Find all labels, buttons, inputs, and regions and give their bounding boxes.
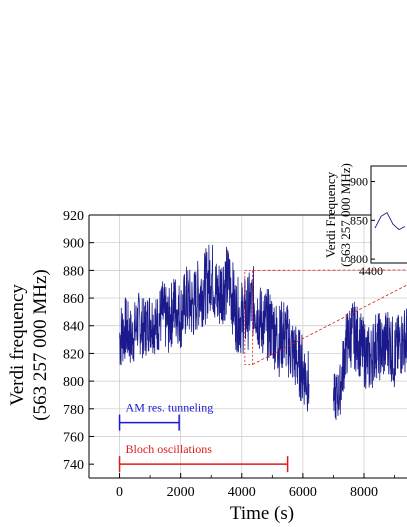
inset-data-layer bbox=[374, 211, 406, 231]
x-tick-label: 6000 bbox=[289, 485, 317, 500]
inset-y-tick-label: 900 bbox=[350, 175, 368, 189]
x-axis-label: Time (s) bbox=[230, 503, 294, 524]
x-tick-label: 8000 bbox=[350, 485, 378, 500]
y-tick-label: 780 bbox=[63, 403, 84, 418]
y-axis-label-unit: (563 257 000 MHz) bbox=[30, 269, 51, 420]
inset-y-tick-label: 800 bbox=[350, 252, 368, 266]
x-tick-label: 4000 bbox=[228, 485, 256, 500]
zoom-connector-lines bbox=[252, 269, 407, 365]
data-series-line bbox=[119, 244, 310, 412]
inset-chart: 800 850 900 4400 Verdi Frequency (563 257 … bbox=[323, 163, 407, 278]
y-tick-label: 820 bbox=[63, 347, 84, 362]
annotations: AM res. tunneling Bloch oscillations bbox=[118, 401, 289, 473]
y-tick-label: 760 bbox=[63, 430, 84, 445]
y-tick-label: 900 bbox=[63, 237, 84, 252]
y-tick-label: 920 bbox=[63, 209, 84, 224]
annotation-label: Bloch oscillations bbox=[126, 442, 213, 456]
x-tick-label: 0 bbox=[116, 485, 123, 500]
inset-y-axis-label: Verdi Frequency bbox=[323, 171, 338, 258]
annotation-label: AM res. tunneling bbox=[126, 401, 214, 415]
main-data-layer bbox=[119, 244, 407, 421]
inset-y-ticks: 800 850 900 bbox=[350, 175, 375, 266]
y-axis-label: Verdi frequency bbox=[7, 284, 28, 406]
x-tick-label: 2000 bbox=[167, 485, 195, 500]
inset-y-axis-label-unit: (563 257 000 MHz) bbox=[338, 163, 353, 267]
inset-x-tick-label: 4400 bbox=[359, 264, 383, 278]
data-series-line bbox=[333, 301, 407, 421]
zoom-highlight-box bbox=[244, 269, 253, 365]
inset-y-tick-label: 850 bbox=[350, 213, 368, 227]
y-tick-label: 840 bbox=[63, 320, 84, 335]
y-tick-label: 740 bbox=[63, 458, 84, 473]
y-axis-ticks: 740 760 780 800 820 840 860 880 900 920 bbox=[63, 209, 94, 473]
y-tick-label: 860 bbox=[63, 292, 84, 307]
x-axis-ticks: 0 2000 4000 6000 8000 bbox=[88, 473, 395, 500]
y-tick-label: 800 bbox=[63, 375, 84, 390]
inset-data-series-line bbox=[374, 211, 406, 231]
y-tick-label: 880 bbox=[63, 264, 84, 279]
zoom-connector-lower bbox=[252, 284, 407, 365]
inset-frame bbox=[370, 165, 407, 264]
